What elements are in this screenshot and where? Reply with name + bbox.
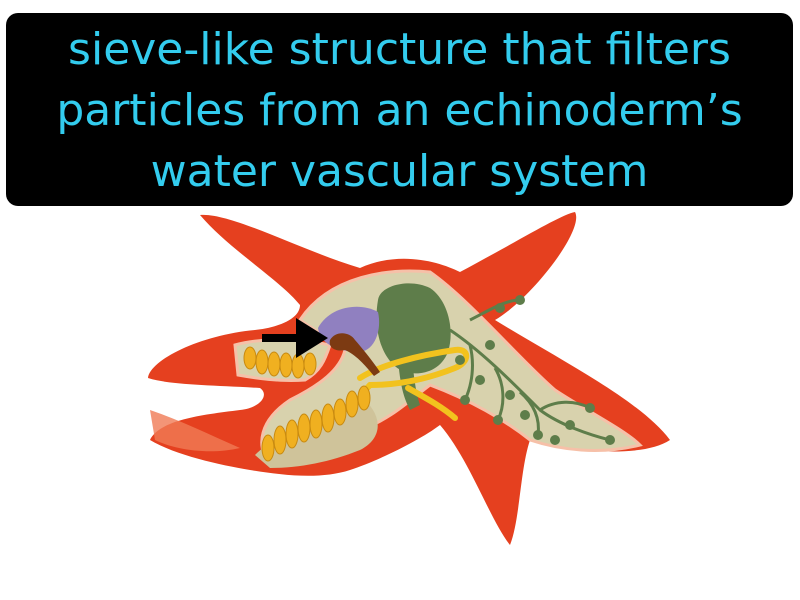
definition-caption-box: sieve-like structure that filters partic…	[6, 13, 793, 206]
digestive-gland-nodes	[455, 295, 615, 445]
ampullae-lower	[261, 385, 371, 462]
arrow-right-icon	[262, 318, 328, 358]
definition-line-1: sieve-like structure that filters	[68, 24, 731, 75]
ampullae-upper	[243, 346, 317, 379]
definition-text: sieve-like structure that filters partic…	[56, 17, 742, 202]
definition-line-2: particles from an echinoderm’s	[56, 85, 743, 136]
definition-line-3: water vascular system	[150, 146, 649, 197]
starfish-lower-arm-shade	[150, 410, 240, 452]
madreporite	[329, 333, 380, 376]
